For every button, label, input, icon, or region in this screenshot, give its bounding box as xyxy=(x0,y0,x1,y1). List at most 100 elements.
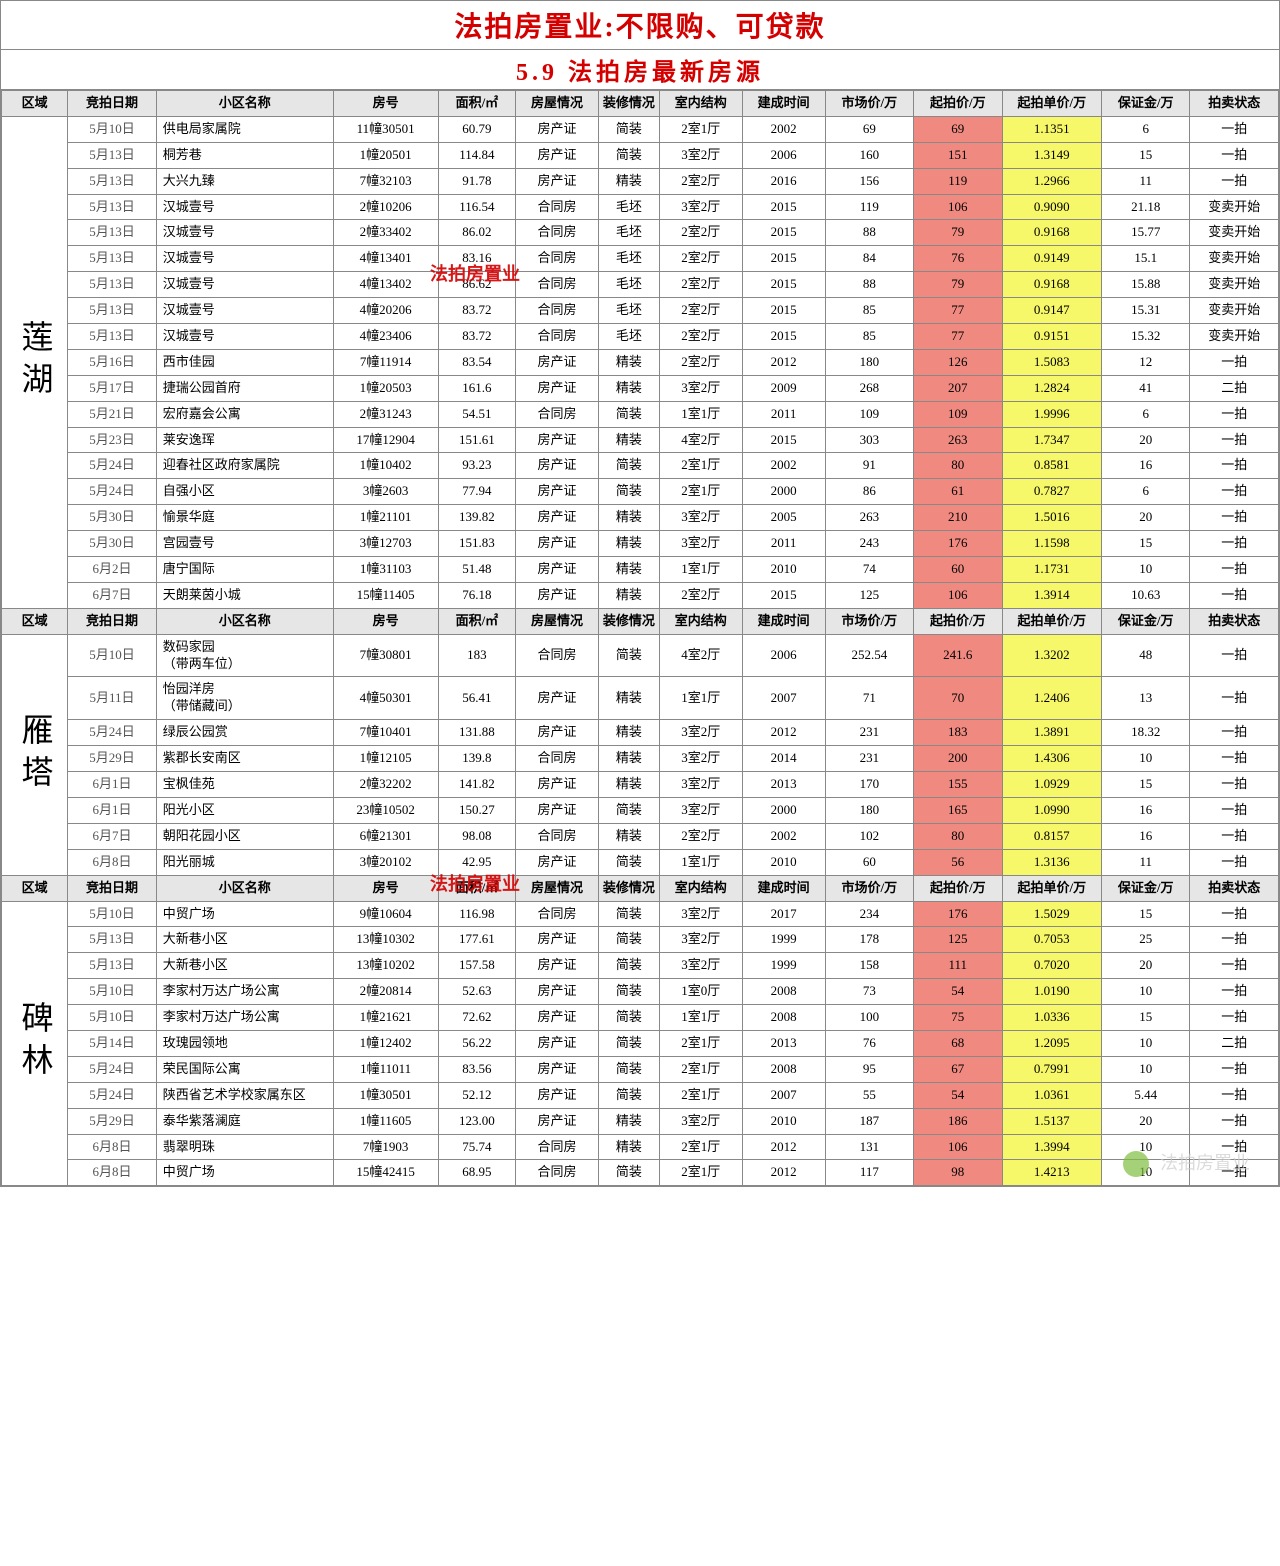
data-cell: 2室2厅 xyxy=(659,272,742,298)
data-cell: 简装 xyxy=(599,453,660,479)
data-cell: 精装 xyxy=(599,720,660,746)
table-row: 5月24日迎春社区政府家属院1幢1040293.23房产证简装2室1厅20029… xyxy=(2,453,1279,479)
data-cell: 1幢30501 xyxy=(333,1082,438,1108)
data-cell: 15幢42415 xyxy=(333,1160,438,1186)
data-cell: 李家村万达广场公寓 xyxy=(156,1005,333,1031)
data-cell: 房产证 xyxy=(516,927,599,953)
data-cell: 60.79 xyxy=(438,116,515,142)
data-cell: 56.22 xyxy=(438,1030,515,1056)
data-cell: 一拍 xyxy=(1190,1134,1279,1160)
data-cell: 3室2厅 xyxy=(659,927,742,953)
data-cell: 15 xyxy=(1102,142,1190,168)
data-cell: 房产证 xyxy=(516,772,599,798)
data-cell: 简装 xyxy=(599,1160,660,1186)
data-cell: 86.02 xyxy=(438,220,515,246)
data-cell: 5月13日 xyxy=(68,272,156,298)
data-cell: 6月7日 xyxy=(68,582,156,608)
data-cell: 1.3136 xyxy=(1002,849,1102,875)
data-cell: 2014 xyxy=(742,746,825,772)
data-cell: 房产证 xyxy=(516,479,599,505)
data-cell: 2006 xyxy=(742,142,825,168)
table-row: 雁塔5月10日数码家园 （带两车位）7幢30801183合同房简装4室2厅200… xyxy=(2,634,1279,677)
data-cell: 2007 xyxy=(742,677,825,720)
column-header: 小区名称 xyxy=(156,91,333,117)
table-row: 5月13日汉城壹号2幢3340286.02合同房毛坯2室2厅201588790.… xyxy=(2,220,1279,246)
data-cell: 房产证 xyxy=(516,453,599,479)
data-cell: 91 xyxy=(825,453,913,479)
table-row: 5月13日汉城壹号2幢10206116.54合同房毛坯3室2厅201511910… xyxy=(2,194,1279,220)
listing-table: 区域竞拍日期小区名称房号面积/㎡房屋情况装修情况室内结构建成时间市场价/万起拍价… xyxy=(1,90,1279,1186)
data-cell: 莱安逸珲 xyxy=(156,427,333,453)
data-cell: 6月1日 xyxy=(68,797,156,823)
data-cell: 2室1厅 xyxy=(659,116,742,142)
column-header: 房号 xyxy=(333,875,438,901)
data-cell: 42.95 xyxy=(438,849,515,875)
data-cell: 6幢21301 xyxy=(333,823,438,849)
data-cell: 荣民国际公寓 xyxy=(156,1056,333,1082)
data-cell: 数码家园 （带两车位） xyxy=(156,634,333,677)
data-cell: 1.1731 xyxy=(1002,557,1102,583)
data-cell: 2017 xyxy=(742,901,825,927)
data-cell: 207 xyxy=(914,375,1002,401)
data-cell: 一拍 xyxy=(1190,979,1279,1005)
data-cell: 1.1351 xyxy=(1002,116,1102,142)
data-cell: 1幢31103 xyxy=(333,557,438,583)
data-cell: 简装 xyxy=(599,849,660,875)
data-cell: 1999 xyxy=(742,927,825,953)
data-cell: 房产证 xyxy=(516,677,599,720)
column-header: 小区名称 xyxy=(156,608,333,634)
table-row: 莲湖5月10日供电局家属院11幢3050160.79房产证简装2室1厅20026… xyxy=(2,116,1279,142)
data-cell: 精装 xyxy=(599,1134,660,1160)
data-cell: 5月24日 xyxy=(68,479,156,505)
column-header: 装修情况 xyxy=(599,91,660,117)
data-cell: 6月2日 xyxy=(68,557,156,583)
data-cell: 汉城壹号 xyxy=(156,298,333,324)
data-cell: 56 xyxy=(914,849,1002,875)
data-cell: 房产证 xyxy=(516,797,599,823)
data-cell: 176 xyxy=(914,901,1002,927)
data-cell: 2012 xyxy=(742,1134,825,1160)
data-cell: 0.9090 xyxy=(1002,194,1102,220)
data-cell: 2幢10206 xyxy=(333,194,438,220)
data-cell: 1.5137 xyxy=(1002,1108,1102,1134)
data-cell: 1幢10402 xyxy=(333,453,438,479)
data-cell: 210 xyxy=(914,505,1002,531)
data-cell: 5月24日 xyxy=(68,1082,156,1108)
data-cell: 155 xyxy=(914,772,1002,798)
data-cell: 0.9151 xyxy=(1002,324,1102,350)
data-cell: 5月11日 xyxy=(68,677,156,720)
data-cell: 唐宁国际 xyxy=(156,557,333,583)
table-row: 5月14日玫瑰园领地1幢1240256.22房产证简装2室1厅201376681… xyxy=(2,1030,1279,1056)
table-row: 5月24日荣民国际公寓1幢1101183.56房产证简装2室1厅20089567… xyxy=(2,1056,1279,1082)
data-cell: 116.54 xyxy=(438,194,515,220)
data-cell: 1幢11605 xyxy=(333,1108,438,1134)
data-cell: 67 xyxy=(914,1056,1002,1082)
data-cell: 79 xyxy=(914,272,1002,298)
data-cell: 100 xyxy=(825,1005,913,1031)
data-cell: 精装 xyxy=(599,582,660,608)
data-cell: 12 xyxy=(1102,349,1190,375)
data-cell: 3室2厅 xyxy=(659,953,742,979)
data-cell: 一拍 xyxy=(1190,116,1279,142)
data-cell: 2012 xyxy=(742,1160,825,1186)
data-cell: 一拍 xyxy=(1190,1160,1279,1186)
data-cell: 2室1厅 xyxy=(659,1134,742,1160)
data-cell: 1.5016 xyxy=(1002,505,1102,531)
data-cell: 6月8日 xyxy=(68,849,156,875)
data-cell: 177.61 xyxy=(438,927,515,953)
data-cell: 6 xyxy=(1102,401,1190,427)
data-cell: 2室2厅 xyxy=(659,324,742,350)
data-cell: 宫园壹号 xyxy=(156,531,333,557)
data-cell: 简装 xyxy=(599,142,660,168)
data-cell: 16 xyxy=(1102,797,1190,823)
table-row: 5月13日大新巷小区13幢10202157.58房产证简装3室2厅1999158… xyxy=(2,953,1279,979)
table-row: 5月24日自强小区3幢260377.94房产证简装2室1厅200086610.7… xyxy=(2,479,1279,505)
table-row: 6月2日唐宁国际1幢3110351.48房产证精装1室1厅201074601.1… xyxy=(2,557,1279,583)
data-cell: 4幢23406 xyxy=(333,324,438,350)
data-cell: 大新巷小区 xyxy=(156,953,333,979)
data-cell: 156 xyxy=(825,168,913,194)
column-header: 起拍价/万 xyxy=(914,608,1002,634)
data-cell: 268 xyxy=(825,375,913,401)
column-header: 拍卖状态 xyxy=(1190,91,1279,117)
data-cell: 一拍 xyxy=(1190,1005,1279,1031)
